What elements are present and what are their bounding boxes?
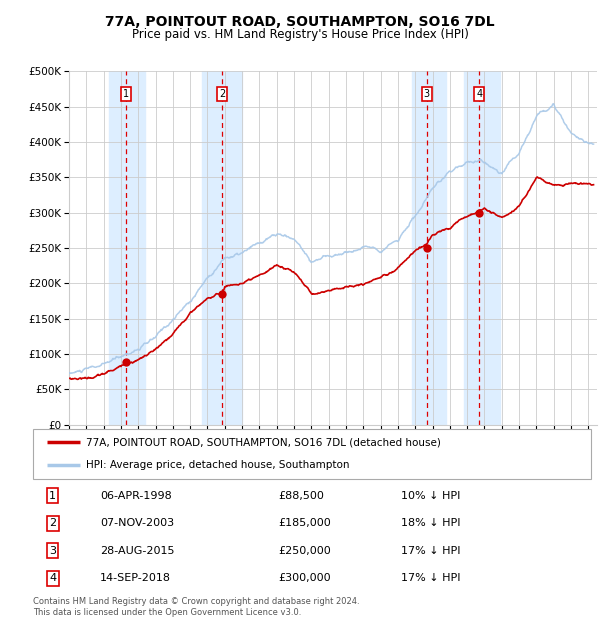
Text: £185,000: £185,000 [278,518,331,528]
Bar [464,71,500,425]
Text: 77A, POINTOUT ROAD, SOUTHAMPTON, SO16 7DL (detached house): 77A, POINTOUT ROAD, SOUTHAMPTON, SO16 7D… [86,438,441,448]
Text: Price paid vs. HM Land Registry's House Price Index (HPI): Price paid vs. HM Land Registry's House … [131,28,469,41]
Text: 07-NOV-2003: 07-NOV-2003 [100,518,174,528]
Text: HPI: Average price, detached house, Southampton: HPI: Average price, detached house, Sout… [86,460,350,470]
Text: 4: 4 [476,89,482,99]
Text: 77A, POINTOUT ROAD, SOUTHAMPTON, SO16 7DL: 77A, POINTOUT ROAD, SOUTHAMPTON, SO16 7D… [105,16,495,30]
Text: 17% ↓ HPI: 17% ↓ HPI [401,546,461,556]
Text: Contains HM Land Registry data © Crown copyright and database right 2024.
This d: Contains HM Land Registry data © Crown c… [33,598,359,617]
Text: 06-APR-1998: 06-APR-1998 [100,490,172,500]
Text: £250,000: £250,000 [278,546,331,556]
Text: 2: 2 [49,518,56,528]
Text: 2: 2 [219,89,226,99]
Text: 3: 3 [424,89,430,99]
Bar [109,71,145,425]
Text: 1: 1 [49,490,56,500]
Text: 1: 1 [122,89,128,99]
Text: £300,000: £300,000 [278,574,331,583]
Text: 4: 4 [49,574,56,583]
Text: 17% ↓ HPI: 17% ↓ HPI [401,574,461,583]
Text: 14-SEP-2018: 14-SEP-2018 [100,574,171,583]
Bar [202,71,242,425]
Text: £88,500: £88,500 [278,490,325,500]
Text: 10% ↓ HPI: 10% ↓ HPI [401,490,461,500]
Text: 3: 3 [49,546,56,556]
Bar [412,71,446,425]
FancyBboxPatch shape [33,429,591,479]
Text: 28-AUG-2015: 28-AUG-2015 [100,546,175,556]
Text: 18% ↓ HPI: 18% ↓ HPI [401,518,461,528]
